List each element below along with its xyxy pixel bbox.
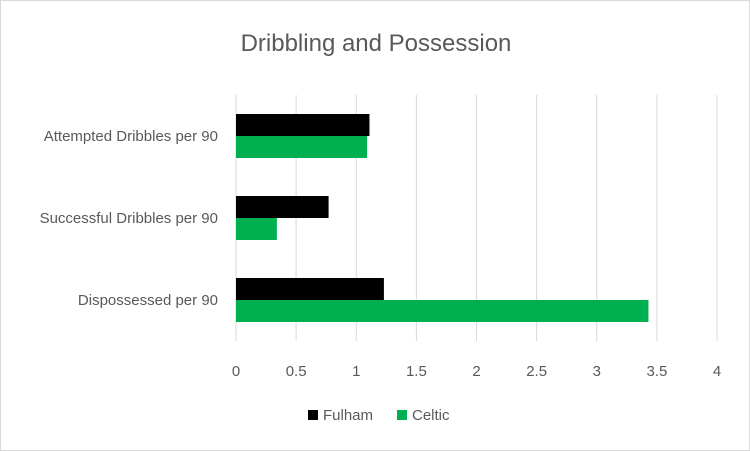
x-tick-labels: 0 0.5 1 1.5 2 2.5 3 3.5 4 (232, 363, 721, 380)
legend: Fulham Celtic (308, 407, 450, 424)
category-label: Dispossessed per 90 (78, 292, 218, 309)
x-tick-label: 0 (232, 363, 240, 380)
category-label: Successful Dribbles per 90 (40, 210, 218, 227)
x-tick-label: 3 (593, 363, 601, 380)
category-labels: Attempted Dribbles per 90 Successful Drib… (40, 128, 218, 309)
x-tick-label: 2 (472, 363, 480, 380)
category-label: Attempted Dribbles per 90 (44, 128, 218, 145)
legend-label-celtic: Celtic (412, 407, 450, 424)
legend-label-fulham: Fulham (323, 407, 373, 424)
x-tick-label: 1 (352, 363, 360, 380)
bar-celtic-2 (236, 300, 649, 322)
bar-fulham-0 (236, 114, 370, 136)
bar-celtic-1 (236, 218, 277, 240)
x-tick-label: 2.5 (526, 363, 547, 380)
bar-celtic-0 (236, 136, 368, 158)
bar-fulham-1 (236, 196, 329, 218)
x-tick-label: 3.5 (646, 363, 667, 380)
bars (236, 114, 649, 322)
legend-swatch-celtic (397, 410, 407, 420)
chart-title: Dribbling and Possession (241, 30, 512, 57)
legend-swatch-fulham (308, 410, 318, 420)
x-tick-label: 0.5 (286, 363, 307, 380)
x-tick-label: 4 (713, 363, 721, 380)
bar-fulham-2 (236, 278, 384, 300)
x-tick-label: 1.5 (406, 363, 427, 380)
